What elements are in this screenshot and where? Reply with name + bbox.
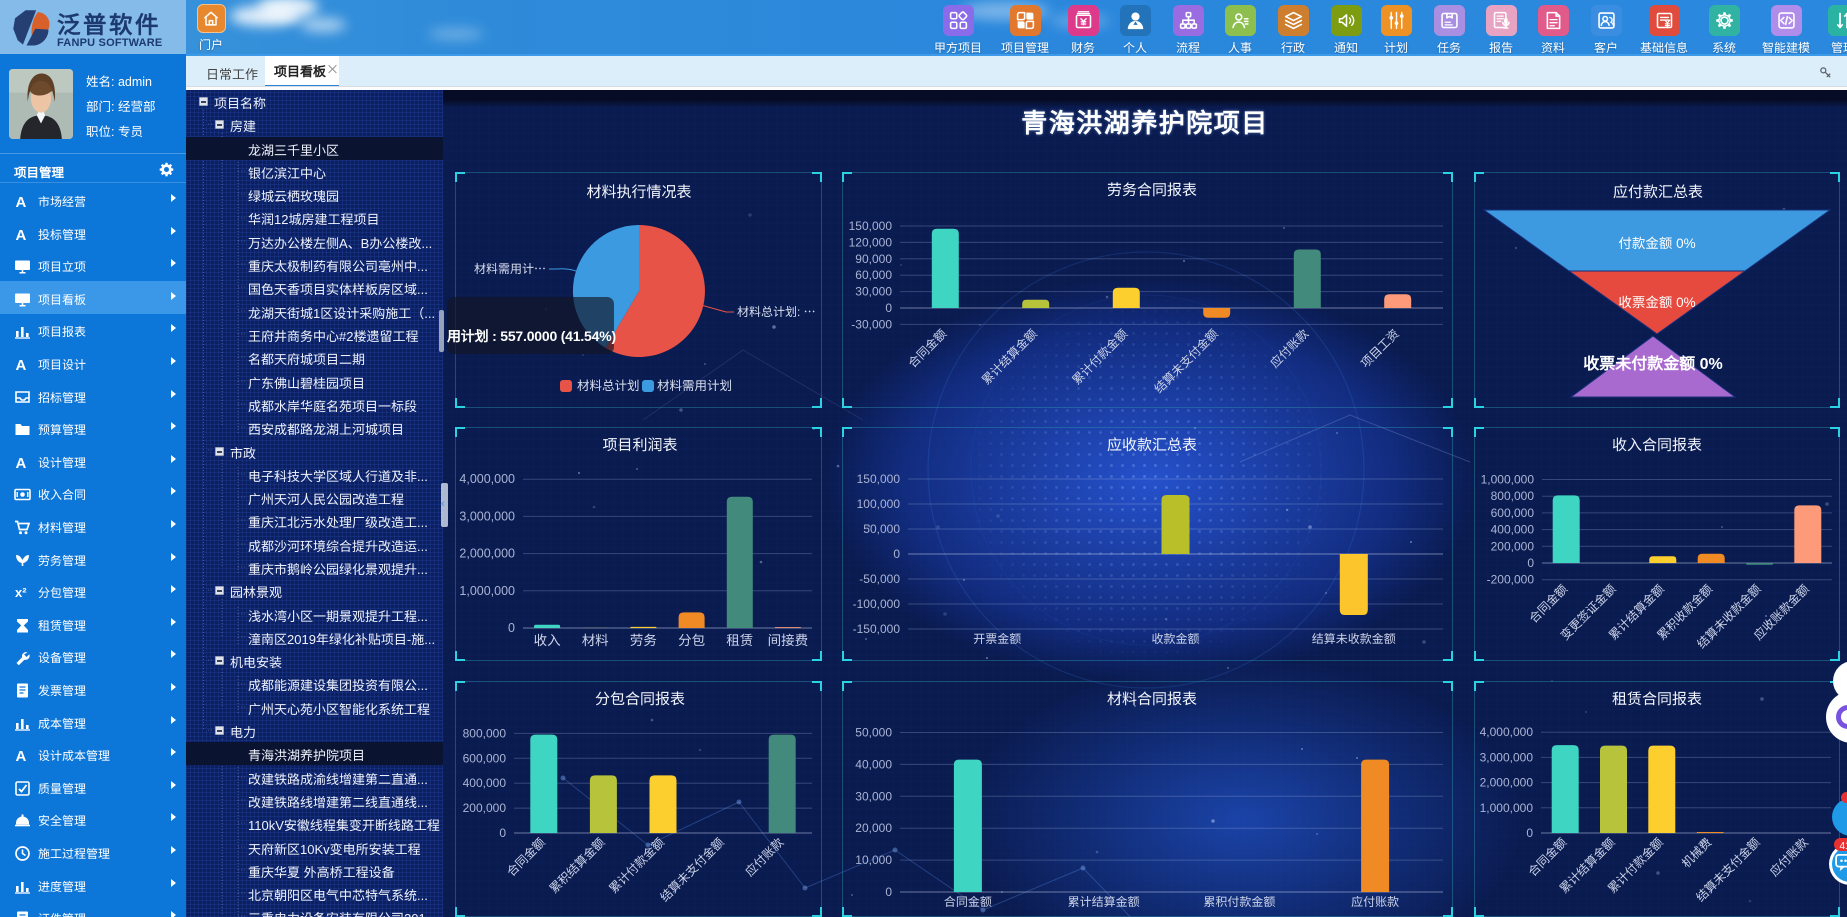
svg-text:合同金额: 合同金额 bbox=[503, 834, 549, 880]
svg-text:A: A bbox=[16, 227, 27, 243]
svg-text:0: 0 bbox=[885, 883, 892, 900]
svg-text:合同金额: 合同金额 bbox=[944, 893, 992, 910]
svg-text:合同金额: 合同金额 bbox=[904, 325, 950, 371]
svg-text:0: 0 bbox=[885, 299, 892, 316]
svg-text:4,000,000: 4,000,000 bbox=[1480, 723, 1534, 740]
svg-text:40,000: 40,000 bbox=[855, 755, 892, 772]
svg-text:-50,000: -50,000 bbox=[859, 570, 900, 587]
svg-text:0: 0 bbox=[508, 617, 515, 636]
svg-text:120,000: 120,000 bbox=[849, 233, 893, 250]
svg-text:收款金额: 收款金额 bbox=[1151, 630, 1199, 647]
svg-text:累积付款金额: 累积付款金额 bbox=[1203, 893, 1275, 910]
svg-text:A: A bbox=[16, 455, 27, 471]
svg-text:90,000: 90,000 bbox=[855, 250, 892, 267]
svg-text:累计付款金额: 累计付款金额 bbox=[605, 834, 668, 897]
svg-text:材料合同报表: 材料合同报表 bbox=[1107, 688, 1197, 709]
svg-text:材料总计划: 材料总计划 bbox=[577, 375, 640, 394]
svg-text:0: 0 bbox=[499, 824, 506, 841]
svg-text:结算未支付金额: 结算未支付金额 bbox=[1150, 325, 1221, 396]
svg-text:开票金额: 开票金额 bbox=[973, 630, 1021, 647]
svg-text:劳务合同报表: 劳务合同报表 bbox=[1107, 179, 1197, 200]
svg-text:应付账款: 应付账款 bbox=[1351, 893, 1399, 910]
svg-text:800,000: 800,000 bbox=[463, 724, 507, 741]
svg-text:租赁合同报表: 租赁合同报表 bbox=[1612, 688, 1702, 709]
svg-text:累计结算金额: 累计结算金额 bbox=[978, 325, 1041, 388]
svg-text:3,000,000: 3,000,000 bbox=[459, 505, 515, 524]
svg-text:A: A bbox=[16, 357, 27, 373]
svg-text:1,000,000: 1,000,000 bbox=[1480, 799, 1534, 816]
svg-text:150,000: 150,000 bbox=[857, 470, 901, 487]
svg-text:间接费: 间接费 bbox=[768, 629, 809, 649]
svg-text:0: 0 bbox=[1526, 824, 1533, 841]
svg-text:材料需用计…: 材料需用计… bbox=[474, 260, 546, 277]
svg-text:应付账款: 应付账款 bbox=[1766, 834, 1812, 880]
svg-text:200,000: 200,000 bbox=[1491, 537, 1535, 554]
svg-text:结算未收款金额: 结算未收款金额 bbox=[1312, 630, 1396, 647]
svg-text:分包: 分包 bbox=[678, 629, 705, 649]
svg-text:应付账款: 应付账款 bbox=[741, 834, 787, 880]
svg-text:50,000: 50,000 bbox=[855, 724, 892, 741]
svg-text:0: 0 bbox=[893, 545, 900, 562]
svg-text:应付账款: 应付账款 bbox=[1266, 325, 1312, 371]
svg-text:付款金额 0%: 付款金额 0% bbox=[1618, 232, 1695, 252]
svg-text:-100,000: -100,000 bbox=[853, 595, 901, 612]
svg-text:应付款汇总表: 应付款汇总表 bbox=[1613, 181, 1703, 202]
svg-text:-30,000: -30,000 bbox=[851, 315, 892, 332]
svg-text:x²: x² bbox=[15, 585, 27, 600]
svg-text:材料总计划: …: 材料总计划: … bbox=[737, 303, 816, 320]
svg-text:材料: 材料 bbox=[582, 629, 609, 649]
svg-text:2,000,000: 2,000,000 bbox=[459, 543, 515, 562]
svg-text:A: A bbox=[16, 194, 27, 210]
svg-text:项目利润表: 项目利润表 bbox=[602, 434, 677, 455]
svg-text:400,000: 400,000 bbox=[1491, 521, 1535, 538]
svg-text:600,000: 600,000 bbox=[463, 749, 507, 766]
svg-text:收票金额 0%: 收票金额 0% bbox=[1618, 291, 1695, 311]
svg-text:1,000,000: 1,000,000 bbox=[1481, 471, 1535, 488]
svg-text:租赁: 租赁 bbox=[726, 629, 753, 649]
svg-text:2,000,000: 2,000,000 bbox=[1480, 774, 1534, 791]
svg-text:机械费: 机械费 bbox=[1678, 834, 1715, 871]
svg-text:200,000: 200,000 bbox=[463, 799, 507, 816]
svg-text:3,000,000: 3,000,000 bbox=[1480, 748, 1534, 765]
svg-text:50,000: 50,000 bbox=[863, 520, 900, 537]
svg-text:1,000,000: 1,000,000 bbox=[459, 580, 515, 599]
svg-text:材料需用计划: 材料需用计划 bbox=[657, 375, 732, 394]
svg-text:劳务: 劳务 bbox=[630, 629, 657, 649]
svg-text:项目工资: 项目工资 bbox=[1357, 325, 1403, 371]
svg-text:30,000: 30,000 bbox=[855, 787, 892, 804]
svg-text:60,000: 60,000 bbox=[855, 266, 892, 283]
svg-text:600,000: 600,000 bbox=[1491, 504, 1535, 521]
svg-text:累计付款金额: 累计付款金额 bbox=[1068, 325, 1131, 388]
svg-text:100,000: 100,000 bbox=[857, 495, 901, 512]
svg-text:应收款汇总表: 应收款汇总表 bbox=[1107, 434, 1197, 455]
svg-text:10,000: 10,000 bbox=[855, 851, 892, 868]
svg-text:-200,000: -200,000 bbox=[1487, 571, 1535, 588]
svg-text:分包合同报表: 分包合同报表 bbox=[595, 688, 685, 709]
svg-text:-150,000: -150,000 bbox=[853, 620, 901, 637]
svg-text:800,000: 800,000 bbox=[1491, 487, 1535, 504]
svg-text:400,000: 400,000 bbox=[463, 774, 507, 791]
svg-text:收入合同报表: 收入合同报表 bbox=[1612, 434, 1702, 455]
svg-text:20,000: 20,000 bbox=[855, 819, 892, 836]
svg-text:结算未支付金额: 结算未支付金额 bbox=[656, 834, 727, 905]
svg-text:0: 0 bbox=[1527, 554, 1534, 571]
svg-text:累积结算金额: 累积结算金额 bbox=[545, 834, 608, 897]
svg-text:收票未付款金额 0%: 收票未付款金额 0% bbox=[1583, 350, 1723, 374]
svg-text:A: A bbox=[16, 748, 27, 764]
svg-text:30,000: 30,000 bbox=[855, 283, 892, 300]
svg-text:材料执行情况表: 材料执行情况表 bbox=[586, 181, 691, 202]
svg-text:150,000: 150,000 bbox=[849, 217, 893, 234]
svg-text:收入: 收入 bbox=[534, 629, 562, 649]
svg-text:4,000,000: 4,000,000 bbox=[459, 468, 515, 487]
svg-text:累计结算金额: 累计结算金额 bbox=[1068, 893, 1140, 910]
